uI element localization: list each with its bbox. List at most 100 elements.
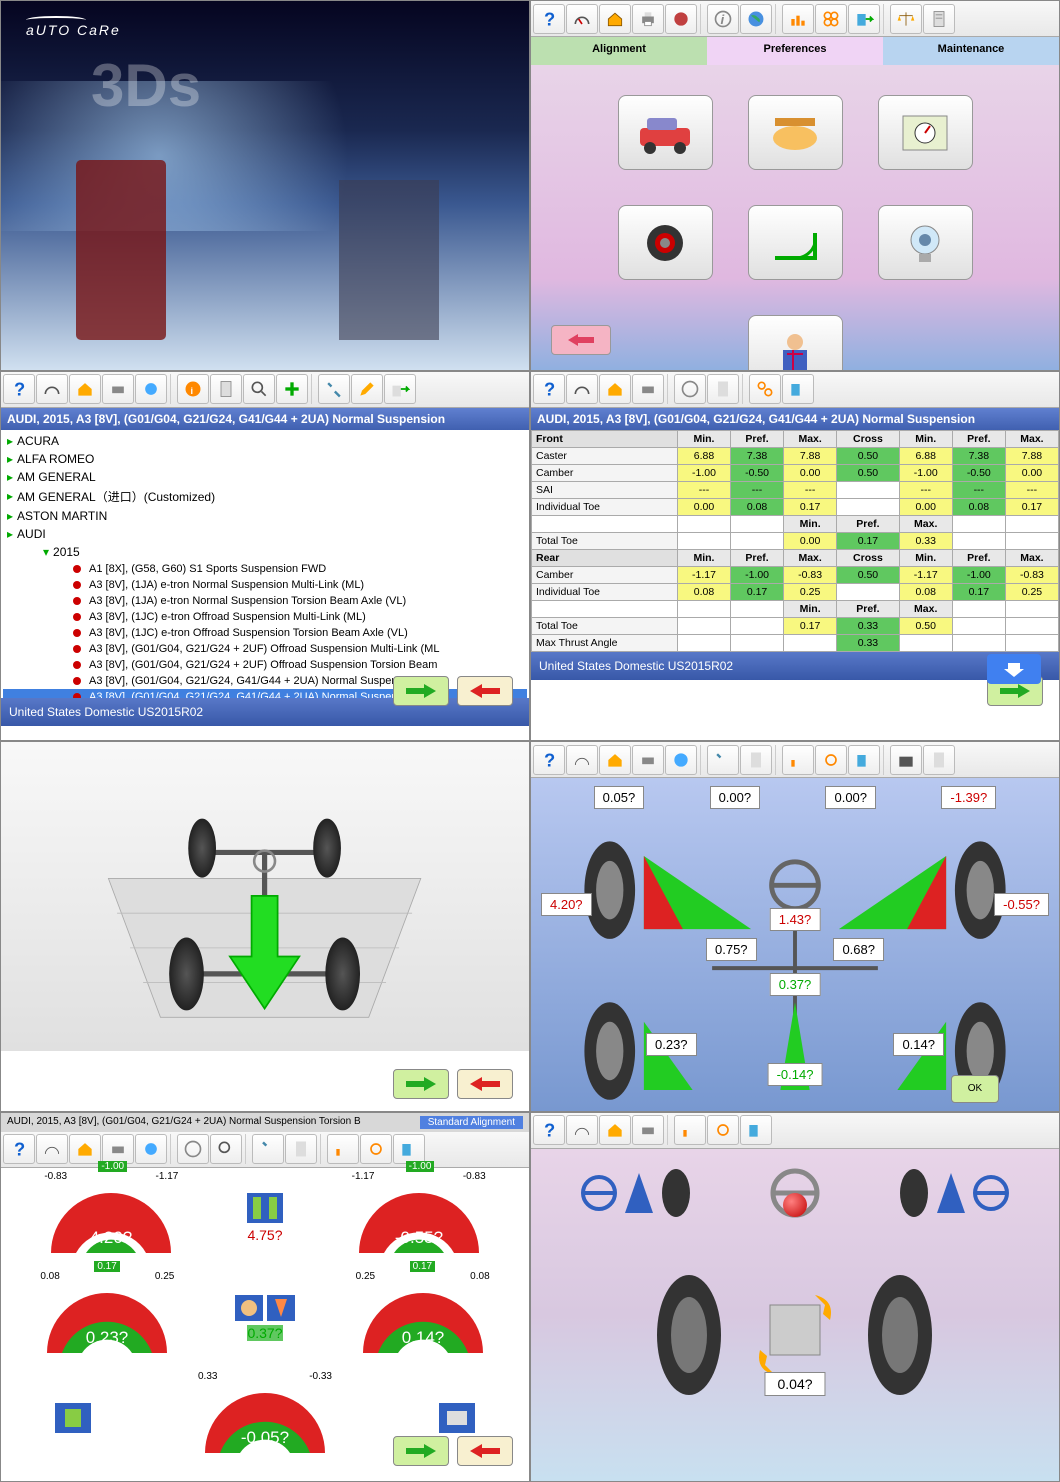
print-button[interactable] — [102, 1134, 134, 1164]
menu-measure[interactable] — [878, 95, 973, 170]
settings-button[interactable] — [923, 4, 955, 34]
camera-button[interactable] — [890, 745, 922, 775]
balance-button[interactable] — [890, 4, 922, 34]
make-item[interactable]: ▸ALFA ROMEO — [3, 450, 527, 468]
rings-button[interactable] — [707, 1115, 739, 1145]
next-button[interactable] — [393, 1436, 449, 1466]
tools-button[interactable] — [318, 374, 350, 404]
export-button[interactable] — [782, 374, 814, 404]
model-item[interactable]: A3 [8V], (G01/G04, G21/G24 + 2UF) Offroa… — [3, 641, 527, 657]
tab-preferences[interactable]: Preferences — [707, 37, 883, 65]
wash-button[interactable] — [135, 1134, 167, 1164]
tools-button[interactable] — [252, 1134, 284, 1164]
next-button[interactable] — [393, 676, 449, 706]
add-button[interactable] — [276, 374, 308, 404]
tools-button[interactable] — [707, 745, 739, 775]
doc-button[interactable] — [285, 1134, 317, 1164]
make-item[interactable]: ▸ASTON MARTIN — [3, 507, 527, 525]
delete-button[interactable] — [384, 374, 416, 404]
prev-button[interactable] — [457, 1069, 513, 1099]
export-button[interactable] — [848, 745, 880, 775]
gauge-button[interactable] — [36, 374, 68, 404]
help-button[interactable]: ? — [3, 1134, 35, 1164]
view-button[interactable] — [665, 745, 697, 775]
menu-sensor[interactable] — [878, 205, 973, 280]
make-item[interactable]: ▸AM GENERAL（进口）(Customized) — [3, 486, 527, 507]
ok-button[interactable]: OK — [951, 1075, 999, 1103]
export-button[interactable] — [740, 1115, 772, 1145]
front-left-controls[interactable] — [579, 1167, 693, 1219]
rings-button[interactable] — [360, 1134, 392, 1164]
help-button[interactable]: ? — [533, 1115, 565, 1145]
vehicle-tree[interactable]: ▸ACURA ▸ALFA ROMEO ▸AM GENERAL ▸AM GENER… — [1, 430, 529, 699]
gauge-button[interactable] — [566, 4, 598, 34]
edit-button[interactable] — [923, 745, 955, 775]
make-item[interactable]: ▸AUDI — [3, 525, 527, 543]
home-button[interactable] — [599, 1115, 631, 1145]
home-button[interactable] — [69, 374, 101, 404]
year-item[interactable]: ▾2015 — [3, 543, 527, 561]
help-button[interactable]: ? — [533, 745, 565, 775]
info-button[interactable] — [177, 1134, 209, 1164]
gauge-button[interactable] — [36, 1134, 68, 1164]
gauge-button[interactable] — [566, 1115, 598, 1145]
tab-alignment[interactable]: Alignment — [531, 37, 707, 65]
rear-header: Rear — [532, 549, 678, 566]
gauge-button[interactable] — [566, 745, 598, 775]
print-button[interactable] — [632, 745, 664, 775]
doc-button[interactable] — [210, 374, 242, 404]
rings-button[interactable] — [749, 374, 781, 404]
front-right-controls[interactable] — [897, 1167, 1011, 1219]
menu-angle[interactable] — [748, 205, 843, 280]
home-button[interactable] — [599, 745, 631, 775]
help-button[interactable]: ? — [3, 374, 35, 404]
chart-button[interactable] — [782, 745, 814, 775]
tab-maintenance[interactable]: Maintenance — [883, 37, 1059, 65]
web-button[interactable] — [665, 4, 697, 34]
edit-button[interactable] — [351, 374, 383, 404]
prev-button[interactable] — [457, 676, 513, 706]
search-button[interactable] — [243, 374, 275, 404]
model-item[interactable]: A3 [8V], (1JC) e-tron Offroad Suspension… — [3, 625, 527, 641]
menu-report[interactable] — [748, 315, 843, 371]
export-button[interactable] — [393, 1134, 425, 1164]
doc-button[interactable] — [707, 374, 739, 404]
print-button[interactable] — [632, 4, 664, 34]
rings-button[interactable] — [815, 745, 847, 775]
menu-customer[interactable] — [748, 95, 843, 170]
chart-button[interactable] — [782, 4, 814, 34]
gauge-button[interactable] — [566, 374, 598, 404]
spec-row: Caster6.887.387.880.506.887.387.88 — [532, 447, 1059, 464]
print-button[interactable] — [102, 374, 134, 404]
back-button[interactable] — [551, 325, 611, 355]
wash-button[interactable] — [135, 374, 167, 404]
home-button[interactable] — [599, 4, 631, 34]
chart-button[interactable] — [327, 1134, 359, 1164]
doc-button[interactable] — [740, 745, 772, 775]
model-item[interactable]: A3 [8V], (1JC) e-tron Offroad Suspension… — [3, 609, 527, 625]
model-item[interactable]: A1 [8X], (G58, G60) S1 Sports Suspension… — [3, 561, 527, 577]
help-button[interactable]: ? — [533, 374, 565, 404]
menu-vehicle-select[interactable] — [618, 95, 713, 170]
model-item[interactable]: A3 [8V], (1JA) e-tron Normal Suspension … — [3, 577, 527, 593]
rings-button[interactable] — [815, 4, 847, 34]
make-item[interactable]: ▸AM GENERAL — [3, 468, 527, 486]
chart-button[interactable] — [674, 1115, 706, 1145]
next-button[interactable] — [393, 1069, 449, 1099]
prev-button[interactable] — [457, 1436, 513, 1466]
down-button[interactable] — [987, 654, 1041, 684]
home-button[interactable] — [599, 374, 631, 404]
export-button[interactable] — [848, 4, 880, 34]
info-button[interactable]: i — [707, 4, 739, 34]
print-button[interactable] — [632, 374, 664, 404]
zoom-button[interactable] — [210, 1134, 242, 1164]
help-button[interactable]: ? — [533, 4, 565, 34]
info-button[interactable]: i — [177, 374, 209, 404]
print-button[interactable] — [632, 1115, 664, 1145]
globe-button[interactable] — [740, 4, 772, 34]
make-item[interactable]: ▸ACURA — [3, 432, 527, 450]
model-item[interactable]: A3 [8V], (1JA) e-tron Normal Suspension … — [3, 593, 527, 609]
menu-tire[interactable] — [618, 205, 713, 280]
home-button[interactable] — [69, 1134, 101, 1164]
info-button[interactable] — [674, 374, 706, 404]
